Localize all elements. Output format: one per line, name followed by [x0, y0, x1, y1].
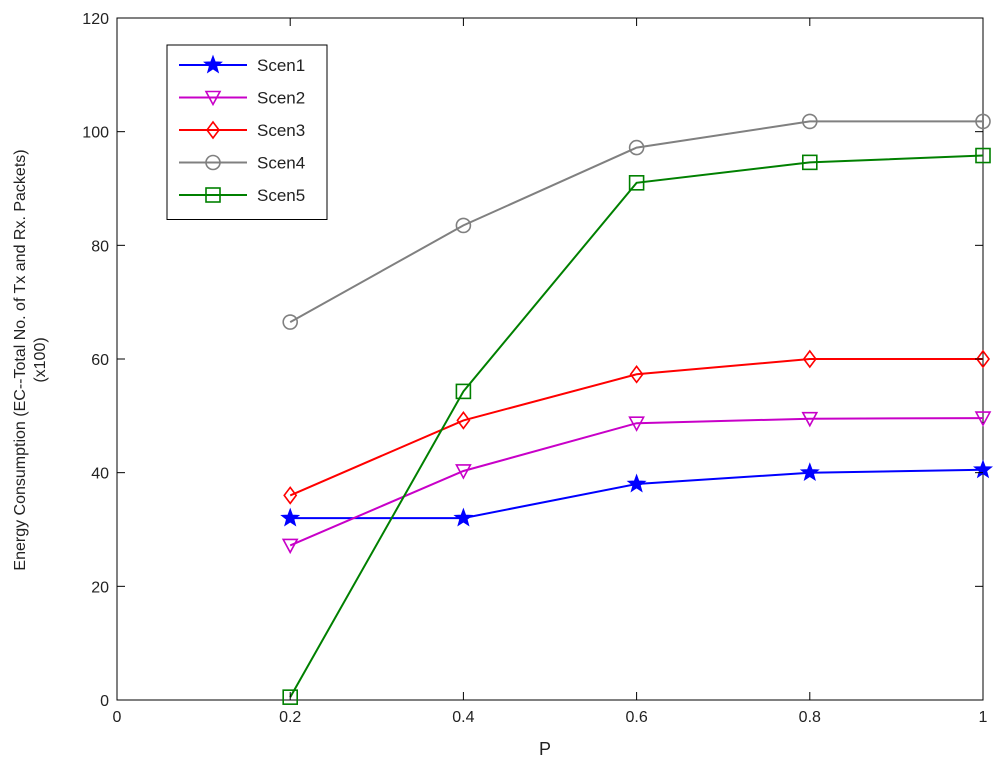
axis-ticks: 0 0.2 0.4 0.6 0.8 1 0 20 40 60 80 100 120	[82, 11, 987, 726]
x-tick-label: 1	[979, 709, 988, 726]
y-axis-label-group: Energy Consumption (EC--Total No. of Tx …	[12, 149, 49, 570]
legend-label: Scen4	[257, 154, 305, 173]
data-point	[628, 139, 645, 156]
series-scen5	[282, 147, 991, 705]
x-tick-label: 0.4	[452, 709, 474, 726]
data-point	[456, 411, 471, 430]
data-point	[801, 411, 819, 428]
legend-item: Scen2	[179, 89, 305, 108]
y-tick-label: 100	[82, 125, 109, 142]
data-point	[628, 416, 645, 432]
legend-label: Scen2	[257, 89, 305, 108]
data-point	[282, 314, 299, 330]
data-point	[975, 113, 991, 130]
series-layer	[280, 113, 993, 705]
series-scen2	[281, 411, 992, 555]
legend-marker	[206, 120, 220, 140]
data-point	[455, 464, 472, 480]
x-tick-label: 0	[113, 709, 122, 726]
series-line	[289, 154, 984, 698]
series-line	[289, 358, 983, 497]
data-point	[973, 459, 993, 479]
x-tick-label: 0.2	[279, 709, 301, 726]
y-tick-label: 40	[91, 466, 109, 483]
legend-marker	[205, 154, 221, 171]
x-tick-label: 0.8	[799, 709, 821, 726]
data-point	[283, 486, 298, 505]
data-point	[801, 154, 818, 171]
series-line	[289, 120, 983, 323]
legend-label: Scen1	[257, 56, 305, 75]
y-tick-label: 20	[91, 579, 109, 596]
data-point	[281, 538, 299, 555]
x-tick-label: 0.6	[625, 709, 647, 726]
data-point	[628, 175, 645, 191]
series-scen3	[283, 349, 990, 505]
data-point	[626, 473, 647, 493]
y-axis-label: Energy Consumption (EC--Total No. of Tx …	[12, 149, 29, 570]
data-point	[629, 365, 644, 384]
legend-item: Scen5	[179, 186, 305, 205]
data-point	[802, 349, 817, 369]
legend-item: Scen1	[179, 54, 305, 75]
data-point	[453, 507, 474, 527]
series-scen4	[282, 113, 991, 330]
y-tick-label: 0	[100, 693, 109, 710]
legend-label: Scen5	[257, 186, 305, 205]
data-point	[282, 689, 299, 705]
series-scen1	[280, 459, 993, 527]
y-axis-label-unit: (x100)	[32, 337, 49, 382]
y-tick-label: 80	[91, 238, 109, 255]
legend-box	[166, 44, 328, 220]
series-line	[289, 417, 984, 547]
legend-item: Scen3	[179, 120, 305, 140]
x-axis-label: P	[539, 739, 551, 759]
data-point	[455, 383, 472, 400]
data-point	[455, 217, 472, 234]
data-point	[976, 349, 990, 369]
data-point	[801, 113, 818, 130]
data-point	[975, 147, 991, 164]
data-point	[974, 411, 992, 427]
legend-item: Scen4	[179, 154, 305, 173]
legend-marker	[204, 90, 222, 107]
legend-marker	[205, 187, 221, 203]
y-tick-label: 60	[91, 352, 109, 369]
data-point	[799, 462, 820, 482]
legend: Scen1 Scen2 Scen3 Scen4 Scen5	[166, 44, 328, 220]
y-tick-label: 120	[82, 11, 109, 28]
legend-marker	[203, 54, 223, 74]
legend-label: Scen3	[257, 121, 305, 140]
data-point	[280, 507, 301, 527]
